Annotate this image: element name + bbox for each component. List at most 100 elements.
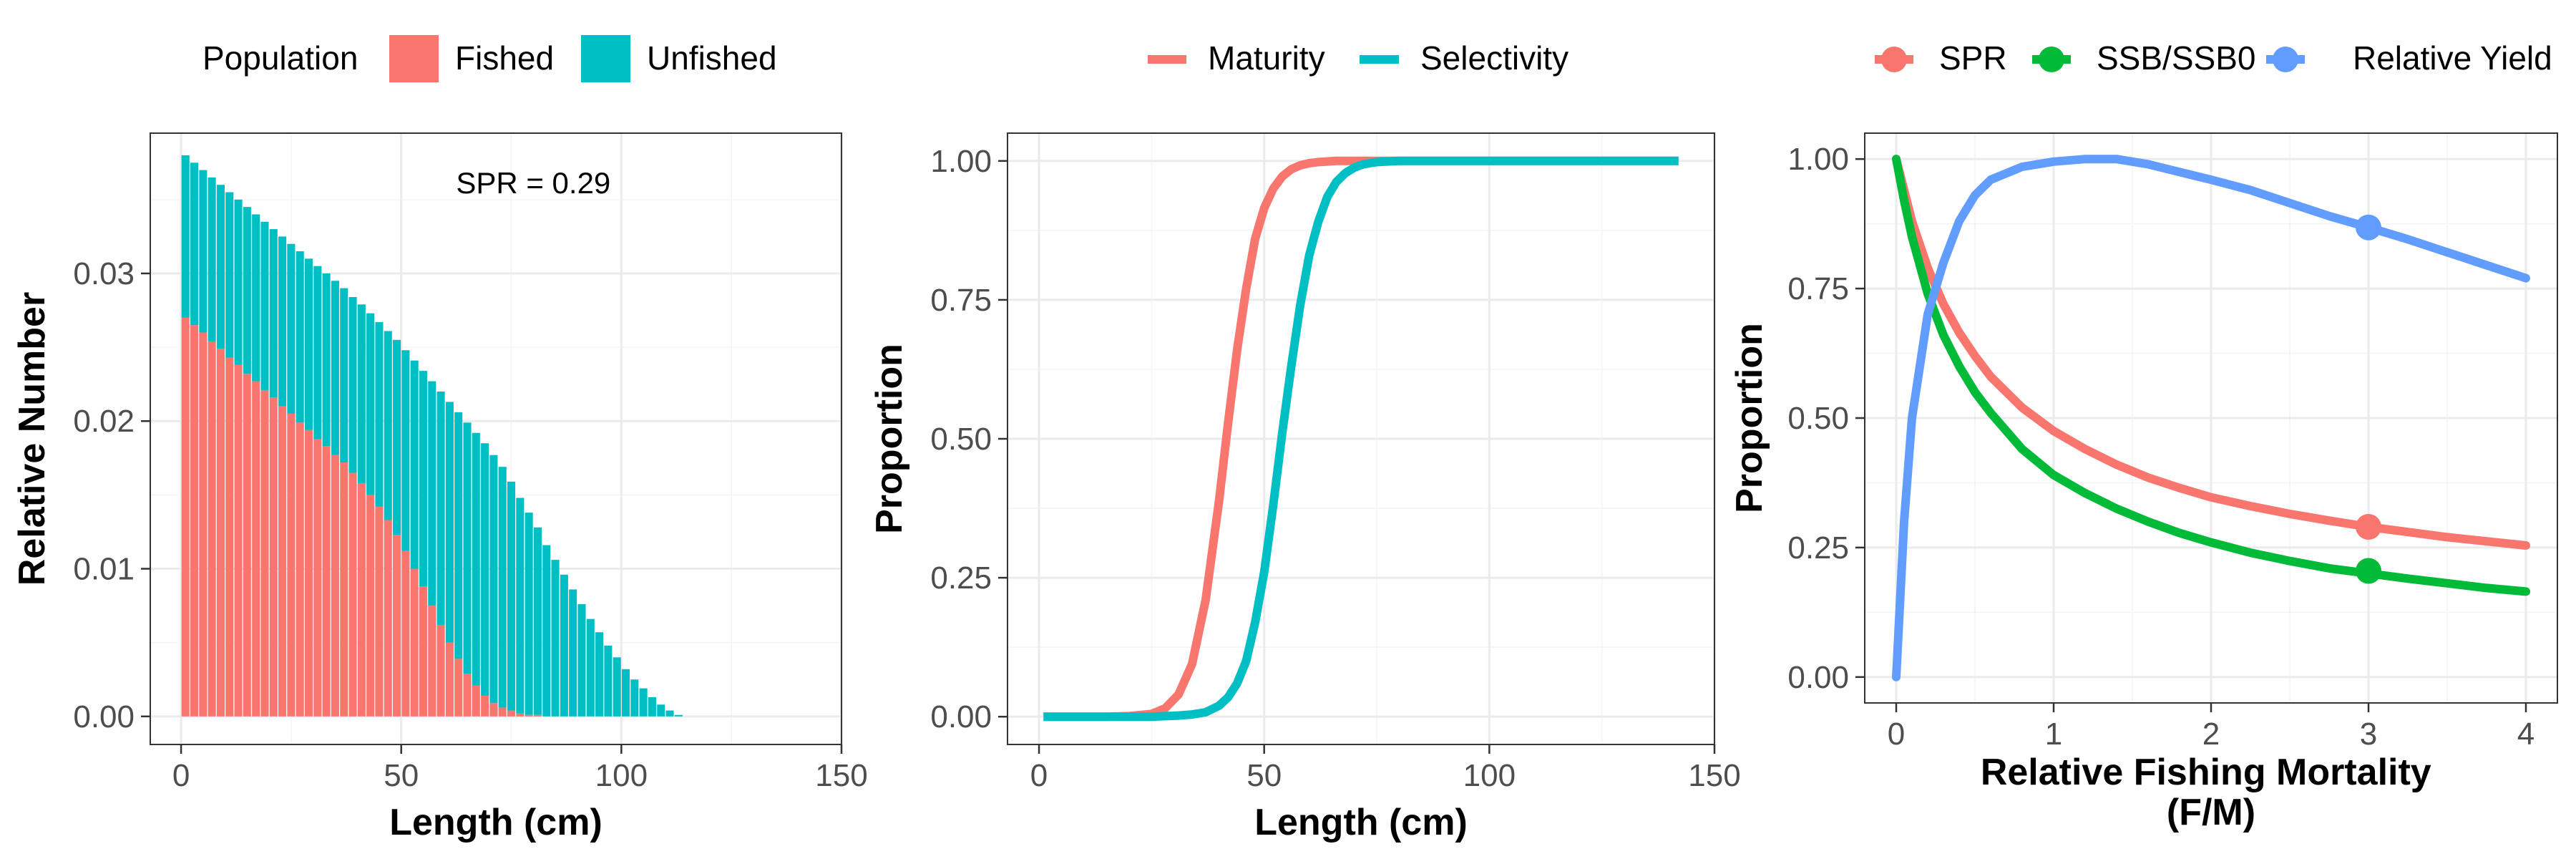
y-tick-label: 0.00 — [1787, 660, 1849, 695]
bar-unfished — [463, 422, 472, 674]
bar-unfished — [199, 170, 208, 333]
bar-unfished — [533, 527, 542, 715]
x-axis-title-line1: Relative Fishing Mortality — [1981, 752, 2431, 793]
legend-label-fished: Fished — [455, 39, 554, 77]
y-tick-label: 0.25 — [930, 560, 992, 596]
legend-key-fished — [389, 35, 439, 82]
bar-fished — [393, 535, 401, 717]
bar-unfished — [287, 243, 296, 414]
bar-unfished — [384, 331, 392, 520]
y-tick-label: 1.00 — [1787, 142, 1849, 177]
bar-unfished — [357, 304, 366, 483]
y-tick-label: 0.75 — [930, 283, 992, 318]
bar-unfished — [410, 360, 419, 569]
panel-length-composition: 0 50 100 150 0.00 0.01 0.02 0.03 SPR = 0.29 Len… — [11, 35, 868, 843]
bar-fished — [296, 422, 304, 717]
axes: 0 50 100 150 0.00 0.25 0.50 0.75 1.00 — [930, 144, 1740, 793]
legend-curves: Maturity Selectivity — [1148, 39, 1568, 77]
bar-unfished — [234, 199, 243, 365]
bar-fished — [375, 506, 384, 717]
x-tick-label: 0 — [1030, 758, 1048, 793]
legend-key-ssb-marker — [2039, 47, 2064, 72]
bar-fished — [410, 568, 419, 717]
bar-unfished — [498, 467, 507, 708]
lines — [1892, 155, 2530, 681]
bar-fished — [348, 472, 357, 717]
bar-fished — [533, 714, 542, 717]
y-axis-title: Proportion — [1729, 323, 1770, 513]
bar-unfished — [507, 481, 516, 711]
y-tick-label: 0.00 — [930, 699, 992, 734]
bar-fished — [260, 389, 269, 717]
bar-unfished — [489, 455, 498, 704]
bar-unfished — [472, 432, 480, 686]
bar-unfished — [604, 645, 613, 717]
bar-unfished — [428, 381, 436, 606]
bar-fished — [322, 446, 331, 717]
x-tick-label: 50 — [384, 758, 419, 793]
bar-unfished — [252, 214, 260, 382]
bar-unfished — [208, 177, 216, 341]
bar-unfished — [674, 714, 683, 717]
bar-unfished — [340, 288, 348, 463]
y-axis-title: Proportion — [869, 344, 910, 534]
x-tick-label: 0 — [172, 758, 190, 793]
bar-fished — [525, 714, 533, 717]
legend-label-maturity: Maturity — [1208, 39, 1325, 77]
x-axis-title: Length (cm) — [389, 802, 602, 843]
bar-fished — [287, 413, 296, 717]
x-tick-label: 4 — [2517, 717, 2534, 752]
bar-unfished — [436, 391, 445, 625]
bar-unfished — [419, 371, 428, 587]
bar-fished — [472, 685, 480, 717]
legend-population: Population Fished Unfished — [203, 35, 777, 82]
x-tick-label: 3 — [2360, 717, 2377, 752]
legend-label-spr: SPR — [1939, 39, 2007, 77]
bar-fished — [331, 455, 339, 717]
y-tick-label: 0.03 — [73, 256, 135, 291]
bar-fished — [445, 642, 454, 717]
legend-reference-points: SPR SSB/SSB0 Relative Yield — [1875, 39, 2552, 77]
bar-fished — [498, 707, 507, 717]
x-tick-label: 1 — [2045, 717, 2062, 752]
bar-unfished — [665, 710, 674, 717]
bar-unfished — [216, 185, 225, 349]
bar-fished — [428, 606, 436, 717]
bar-unfished — [401, 350, 410, 551]
bar-fished — [234, 364, 243, 717]
legend-key-spr-marker — [1881, 47, 1907, 72]
bar-unfished — [542, 545, 551, 717]
y-tick-label: 0.75 — [1787, 271, 1849, 306]
bar-unfished — [445, 402, 454, 643]
panel-maturity-selectivity: 0 50 100 150 0.00 0.25 0.50 0.75 1.00 Length (cm… — [869, 39, 1741, 843]
bar-fished — [489, 703, 498, 717]
line-ssb — [1892, 155, 2530, 596]
y-tick-label: 0.50 — [930, 422, 992, 457]
bar-unfished — [569, 589, 577, 717]
bar-unfished — [296, 251, 304, 423]
y-tick-label: 0.25 — [1787, 530, 1849, 566]
bar-fished — [419, 586, 428, 717]
bar-fished — [481, 695, 489, 717]
bar-unfished — [393, 339, 401, 535]
bar-fished — [304, 430, 313, 717]
x-tick-label: 2 — [2202, 717, 2220, 752]
bar-fished — [340, 462, 348, 717]
bar-unfished — [375, 322, 384, 507]
axes: 0 1 2 3 4 0.00 0.25 0.50 0.75 1.00 — [1787, 142, 2534, 752]
bar-fished — [225, 357, 234, 717]
bar-fished — [454, 659, 463, 717]
bar-fished — [384, 520, 392, 717]
legend-key-yield-marker — [2273, 47, 2298, 72]
legend-label-selectivity: Selectivity — [1420, 39, 1568, 77]
bar-fished — [401, 550, 410, 717]
legend-key-unfished — [581, 35, 630, 82]
marker-spr — [2356, 513, 2381, 540]
bar-unfished — [313, 266, 322, 439]
bar-fished — [181, 317, 190, 717]
bar-unfished — [181, 155, 190, 318]
bar-fished — [507, 710, 516, 717]
bar-unfished — [366, 313, 375, 495]
legend-label-yield: Relative Yield — [2353, 39, 2552, 77]
